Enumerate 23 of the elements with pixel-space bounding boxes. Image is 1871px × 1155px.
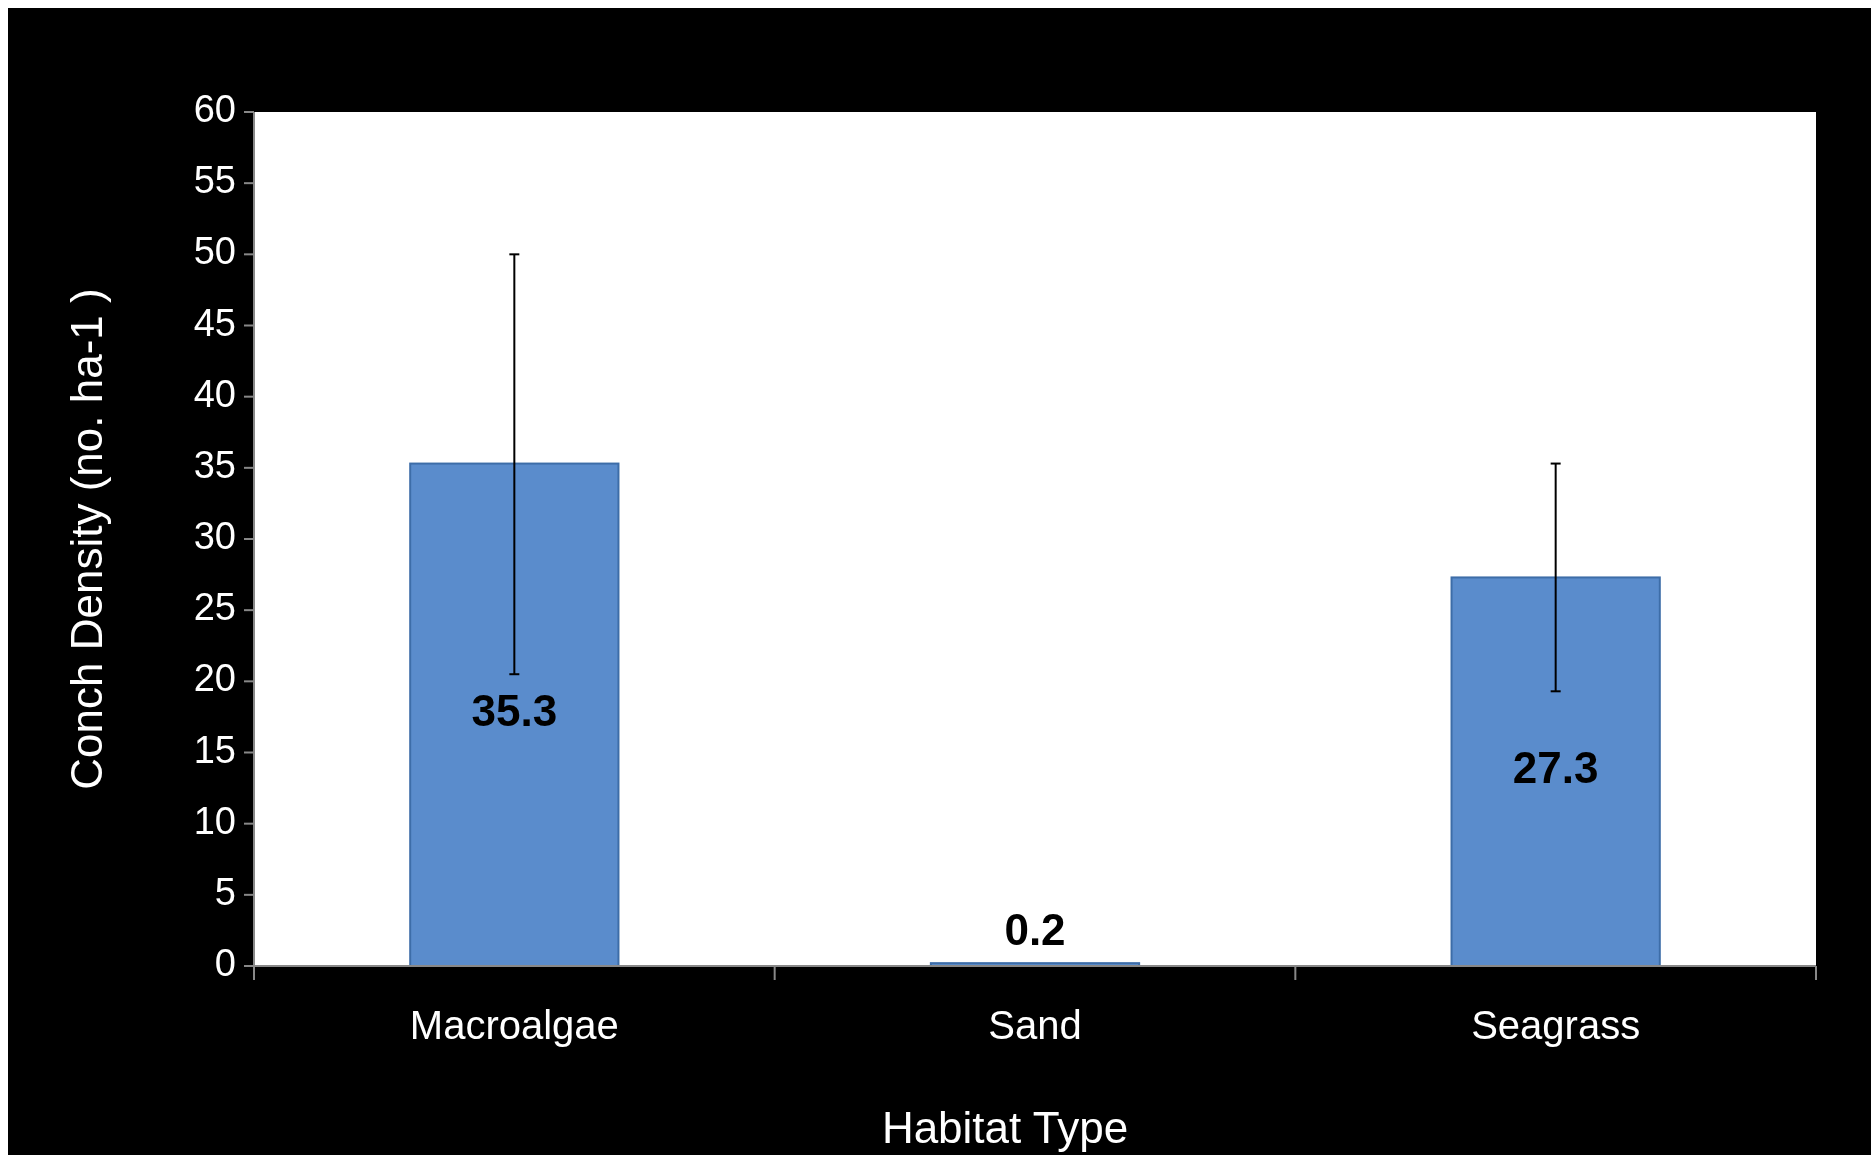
bar — [1450, 576, 1661, 967]
y-tick-label: 10 — [193, 799, 236, 842]
x-tick-label: Sand — [988, 1002, 1082, 1047]
y-axis-title: Conch Density (no. ha-1 ) — [61, 288, 111, 790]
data-label: 0.2 — [1004, 904, 1066, 954]
y-tick-label: 30 — [193, 515, 236, 558]
x-axis-title: Habitat Type — [881, 1102, 1129, 1152]
y-tick-label: 25 — [193, 586, 236, 629]
data-label: 27.3 — [1512, 743, 1599, 793]
y-tick-label: 5 — [214, 870, 236, 913]
y-tick-label: 20 — [193, 657, 236, 700]
x-tick-label: Macroalgae — [409, 1002, 619, 1047]
y-tick-label: 45 — [193, 301, 236, 344]
y-tick-label: 40 — [193, 372, 236, 415]
x-tick-label: Seagrass — [1471, 1002, 1641, 1047]
y-tick-label: 55 — [193, 159, 236, 202]
bar — [409, 462, 620, 967]
data-label: 35.3 — [471, 686, 558, 736]
y-tick-label: 60 — [193, 88, 236, 131]
y-tick-label: 0 — [214, 942, 236, 985]
y-tick-label: 50 — [193, 230, 236, 273]
y-tick-label: 15 — [193, 728, 236, 771]
y-tick-label: 35 — [193, 443, 236, 486]
